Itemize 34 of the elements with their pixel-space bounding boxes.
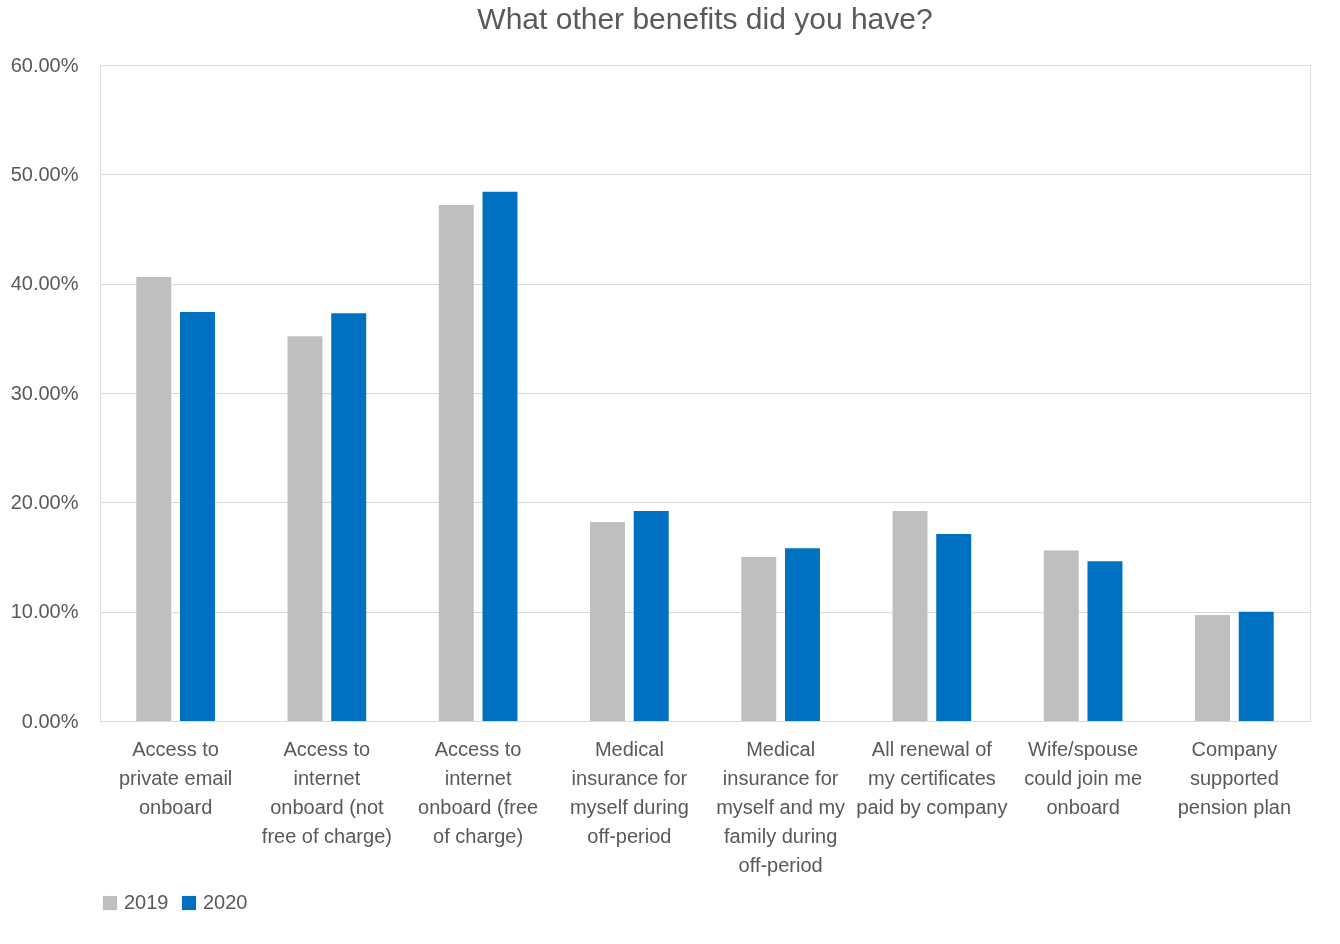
y-tick-label: 10.00%: [10, 600, 79, 623]
legend-label: 2019: [124, 891, 169, 913]
y-tick-label: 60.00%: [10, 53, 79, 76]
bar: [936, 534, 972, 721]
bar: [1087, 561, 1123, 721]
bar: [590, 522, 626, 721]
bar: [784, 548, 820, 721]
x-tick-label: Company supported pension plan: [1177, 737, 1292, 818]
bar: [331, 313, 367, 721]
y-tick-label: 30.00%: [10, 381, 79, 404]
x-tick-label: All renewal of my certificates paid by company: [856, 737, 1008, 818]
x-tick-label: Access to private email onboard: [118, 737, 233, 818]
legend-label: 2020: [203, 891, 248, 913]
x-tick-label: Wife/spouse could join me onboard: [1024, 737, 1143, 818]
bar: [633, 511, 669, 721]
bar: [287, 336, 323, 721]
x-tick-label: Medical insurance for myself and my family during off-period: [716, 737, 846, 876]
y-tick-label: 20.00%: [10, 490, 79, 513]
y-tick-label: 0.00%: [21, 709, 79, 732]
bar: [892, 511, 928, 721]
bar: [482, 191, 518, 721]
bar: [438, 204, 474, 721]
bar: [741, 557, 777, 721]
y-tick-label: 50.00%: [10, 162, 79, 185]
bar: [179, 312, 215, 721]
x-tick-label: Medical insurance for myself during off-period: [569, 737, 689, 847]
x-tick-label: Access to internet onboard (not free of charge): [261, 737, 392, 847]
x-tick-label: Access to internet onboard (free of charge): [418, 737, 539, 847]
bar: [136, 277, 172, 721]
bar: [1043, 550, 1079, 721]
y-tick-label: 40.00%: [10, 272, 79, 295]
bar: [1238, 611, 1274, 721]
chart-title: What other benefits did you have?: [477, 2, 933, 35]
bar: [1195, 614, 1231, 721]
